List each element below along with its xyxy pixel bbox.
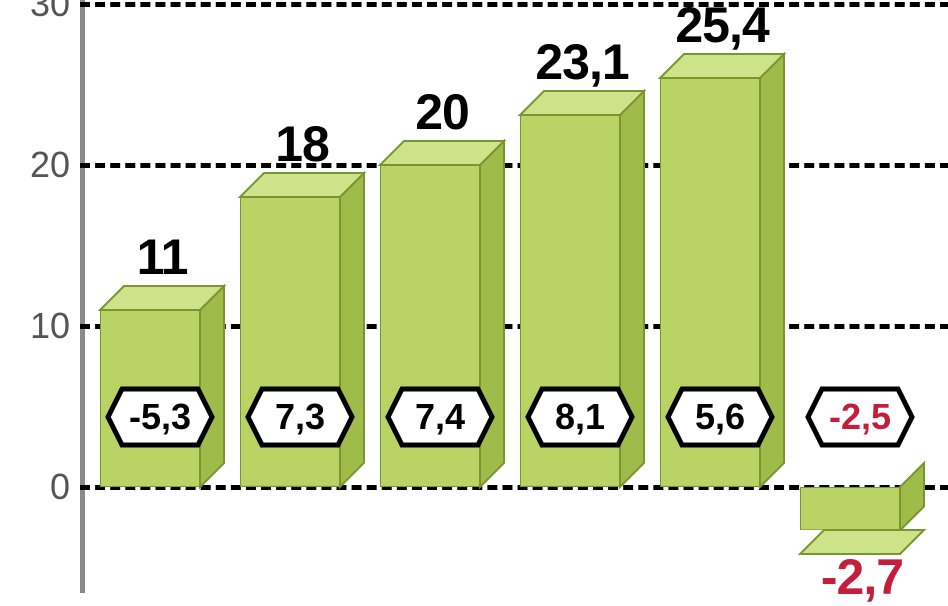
y-tick-label: 20 [30, 144, 70, 186]
hex-badge: 5,6 [650, 385, 790, 449]
plot-area: 11-5,3187,3207,423,18,125,45,6-2,7-2,5 [80, 0, 940, 593]
bar-value-label: 23,1 [502, 33, 662, 91]
hex-badge-value: 7,3 [230, 385, 370, 449]
bar-value-label: 25,4 [642, 0, 802, 54]
hex-badge-value: 8,1 [510, 385, 650, 449]
bar-value-label: 11 [82, 228, 242, 286]
bar [100, 0, 230, 593]
hex-badge: 7,3 [230, 385, 370, 449]
hex-badge-value: 7,4 [370, 385, 510, 449]
bar-chart: 11-5,3187,3207,423,18,125,45,6-2,7-2,5 [0, 0, 948, 593]
hex-badge: -5,3 [90, 385, 230, 449]
y-tick-label: 10 [30, 305, 70, 347]
hex-badge: 7,4 [370, 385, 510, 449]
bar-value-label: 20 [362, 83, 522, 141]
hex-badge-value: -5,3 [90, 385, 230, 449]
y-tick-label: 0 [50, 466, 70, 508]
bar-value-label: 18 [222, 115, 382, 173]
hex-badge: -2,5 [790, 385, 930, 449]
y-tick-label: 30 [30, 0, 70, 25]
bar [240, 0, 370, 593]
bar [800, 0, 930, 593]
bar-value-label: -2,7 [782, 548, 942, 606]
bar [660, 0, 790, 593]
hex-badge-value: -2,5 [790, 385, 930, 449]
hex-badge: 8,1 [510, 385, 650, 449]
hex-badge-value: 5,6 [650, 385, 790, 449]
